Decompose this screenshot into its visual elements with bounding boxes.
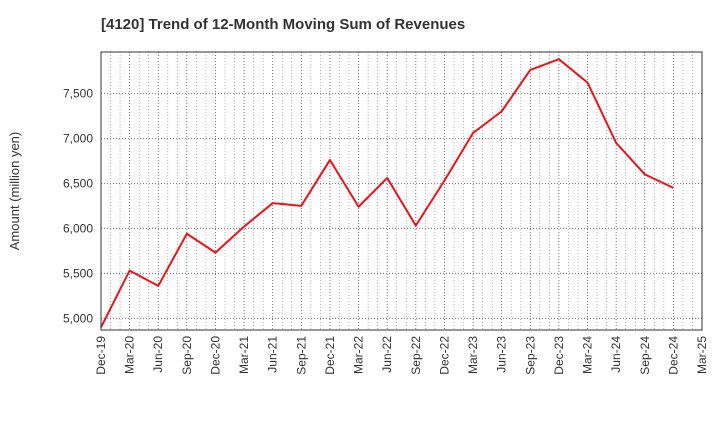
y-tick-label: 6,500 bbox=[63, 176, 93, 190]
y-tick-label: 7,500 bbox=[63, 86, 93, 100]
x-tick-label: Mar-22 bbox=[352, 336, 366, 374]
y-tick-label: 5,500 bbox=[63, 266, 93, 280]
x-axis-ticks: Dec-19 Mar-20 Jun-20 Sep-20 Dec-20 Mar-21 Jun-… bbox=[94, 336, 709, 375]
x-tick-label: Sep-23 bbox=[523, 336, 537, 375]
y-axis-ticks: 5,000 5,500 6,000 6,500 7,000 7,500 bbox=[63, 86, 93, 325]
x-tick-label: Jun-21 bbox=[266, 336, 280, 373]
x-tick-label: Dec-22 bbox=[437, 336, 451, 375]
x-tick-label: Mar-20 bbox=[123, 336, 137, 374]
x-tick-label: Jun-24 bbox=[609, 336, 623, 373]
x-tick-label: Sep-22 bbox=[409, 336, 423, 375]
x-tick-label: Dec-20 bbox=[208, 336, 222, 375]
grid-lines bbox=[101, 52, 702, 330]
y-tick-label: 6,000 bbox=[63, 221, 93, 235]
series-lines bbox=[100, 58, 674, 328]
y-tick-label: 7,000 bbox=[63, 131, 93, 145]
x-tick-label: Sep-20 bbox=[180, 336, 194, 375]
x-tick-label: Mar-25 bbox=[695, 336, 709, 374]
y-axis-title: Amount (million yen) bbox=[7, 132, 22, 251]
chart-title: [4120] Trend of 12-Month Moving Sum of R… bbox=[101, 16, 466, 33]
x-tick-label: Sep-21 bbox=[294, 336, 308, 375]
x-tick-label: Dec-19 bbox=[94, 336, 108, 375]
x-tick-label: Jun-23 bbox=[495, 336, 509, 373]
x-tick-label: Mar-23 bbox=[466, 336, 480, 374]
x-tick-label: Sep-24 bbox=[638, 336, 652, 375]
x-tick-label: Dec-21 bbox=[323, 336, 337, 375]
x-tick-label: Dec-23 bbox=[552, 336, 566, 375]
plot-area-frame bbox=[100, 51, 703, 331]
x-tick-label: Mar-21 bbox=[237, 336, 251, 374]
x-tick-label: Jun-22 bbox=[380, 336, 394, 373]
x-tick-label: Dec-24 bbox=[666, 336, 680, 375]
x-tick-label: Mar-24 bbox=[581, 336, 595, 374]
series-line bbox=[100, 58, 674, 328]
x-tick-label: Jun-20 bbox=[151, 336, 165, 373]
y-tick-label: 5,000 bbox=[63, 311, 93, 325]
